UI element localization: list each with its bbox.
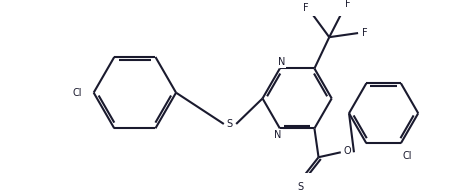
- Text: F: F: [346, 0, 351, 9]
- Text: Cl: Cl: [73, 88, 82, 98]
- Text: O: O: [344, 146, 351, 156]
- Text: Cl: Cl: [403, 151, 412, 161]
- Text: S: S: [227, 119, 233, 129]
- Text: F: F: [362, 28, 367, 38]
- Text: N: N: [274, 130, 282, 140]
- Text: N: N: [278, 57, 285, 67]
- Text: F: F: [303, 3, 309, 13]
- Text: S: S: [297, 182, 303, 191]
